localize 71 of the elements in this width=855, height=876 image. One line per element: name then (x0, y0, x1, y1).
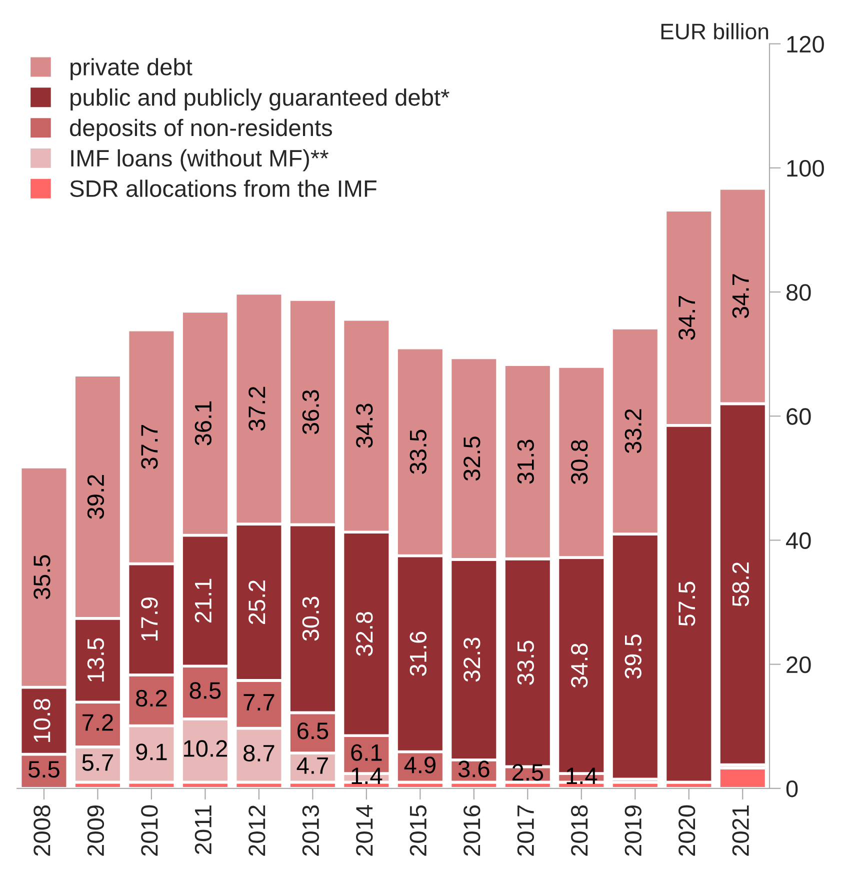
x-tick-label: 2012 (248, 806, 266, 856)
legend-label: deposits of non-residents (70, 118, 332, 141)
x-tick-label: 2011 (194, 806, 212, 854)
data-label: 35.5 (34, 555, 50, 600)
data-label: 25.2 (248, 580, 266, 624)
data-label: 30.3 (302, 596, 320, 641)
data-label: 4.9 (404, 756, 436, 774)
data-label: 21.1 (194, 578, 212, 622)
data-label: 31.3 (517, 440, 534, 484)
data-label: 17.9 (141, 597, 158, 640)
x-tick-label: 2010 (141, 805, 158, 856)
data-label: 8.2 (136, 690, 167, 707)
data-label: 33.5 (410, 430, 427, 474)
x-tick-label: 2020 (678, 805, 696, 856)
data-label: 36.1 (194, 401, 212, 446)
data-label: 34.3 (356, 404, 373, 448)
data-label: 34.7 (732, 274, 749, 318)
y-tick-label: 100 (787, 160, 824, 177)
data-label: 34.7 (678, 296, 696, 340)
legend-label: IMF loans (without MF)** (71, 149, 328, 172)
data-label: 33.5 (517, 640, 534, 685)
data-label: 6.1 (351, 744, 382, 761)
legend-label: public and publicly guaranteed debt* (70, 88, 450, 110)
y-tick-label: 120 (787, 36, 824, 53)
data-label: 58.2 (732, 562, 749, 606)
x-tick-label: 2017 (517, 806, 534, 856)
legend-label: SDR allocations from the IMF (70, 180, 376, 198)
data-label: 31.6 (410, 632, 427, 676)
x-tick-label: 2015 (410, 805, 427, 856)
data-label: 2.5 (512, 764, 544, 781)
x-tick-label: 2021 (732, 806, 749, 856)
data-label: 32.8 (356, 612, 373, 656)
data-label: 33.2 (624, 409, 642, 454)
data-label: 30.8 (571, 440, 588, 484)
y-axis-title: EUR billion (661, 23, 768, 40)
data-label: 7.7 (244, 694, 274, 710)
y-tick-label: 80 (786, 284, 811, 301)
data-label: 37.2 (248, 386, 266, 431)
data-label: 34.8 (571, 644, 588, 688)
legend-label: private debt (70, 58, 192, 80)
x-tick-label: 2013 (302, 805, 320, 856)
data-label: 32.3 (464, 638, 480, 682)
data-label: 6.5 (297, 722, 328, 740)
data-label: 5.7 (82, 754, 113, 771)
data-label: 1.4 (352, 768, 382, 784)
data-label: 8.5 (190, 682, 221, 699)
x-tick-label: 2018 (571, 805, 588, 856)
data-label: 13.5 (87, 638, 104, 682)
y-tick-label: 0 (786, 780, 798, 798)
data-label: 4.7 (296, 757, 328, 774)
data-label: 39.2 (87, 474, 104, 519)
data-label: 32.5 (464, 436, 480, 481)
x-tick-label: 2014 (356, 805, 373, 856)
data-label: 10.2 (184, 740, 227, 757)
data-label: 39.5 (624, 634, 642, 679)
data-label: 9.1 (136, 744, 167, 760)
data-label: 3.6 (458, 760, 490, 778)
data-label: 10.8 (34, 698, 50, 742)
x-tick-label: 2019 (624, 805, 642, 856)
x-tick-label: 2016 (464, 805, 480, 856)
y-tick-label: 20 (786, 656, 811, 674)
data-label: 7.2 (82, 714, 113, 731)
data-label: 57.5 (678, 582, 696, 626)
data-label: 5.5 (28, 761, 60, 778)
y-tick-label: 60 (786, 408, 811, 425)
data-label: 8.7 (244, 744, 274, 762)
x-tick-label: 2008 (34, 805, 50, 856)
data-label: 36.3 (302, 390, 320, 434)
x-tick-label: 2009 (87, 805, 104, 856)
y-tick-label: 40 (786, 532, 811, 549)
data-label: 37.7 (141, 425, 158, 469)
